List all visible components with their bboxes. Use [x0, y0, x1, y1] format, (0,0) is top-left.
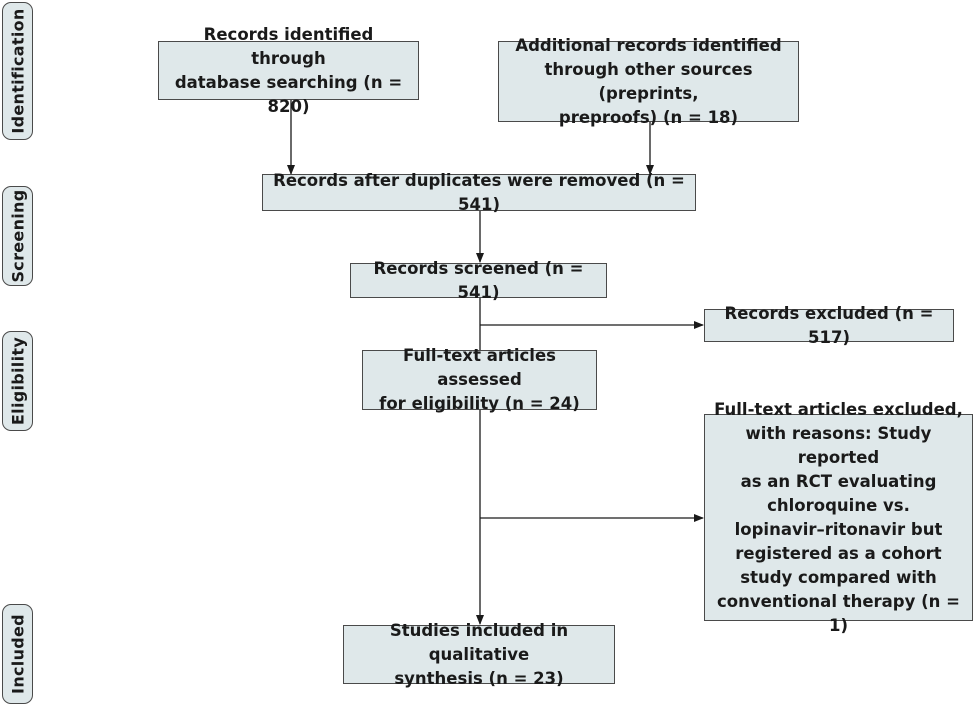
box-studies-included: Studies included in qualitative synthesi… — [343, 621, 615, 688]
stage-screening: Screening — [2, 186, 33, 286]
box-records-excluded: Records excluded (n = 517) — [704, 304, 954, 347]
stage-label-identification: Identification — [8, 8, 27, 134]
box-fulltext-excluded: Full-text articles excluded, with reason… — [704, 400, 973, 635]
stage-label-screening: Screening — [8, 189, 27, 283]
stage-eligibility: Eligibility — [2, 331, 33, 431]
stage-label-eligibility: Eligibility — [8, 336, 27, 426]
box-database-records: Records identified through database sear… — [158, 25, 419, 116]
box-fulltext-assessed: Full-text articles assessed for eligibil… — [362, 346, 597, 413]
stage-identification: Identification — [2, 2, 33, 140]
box-after-duplicates: Records after duplicates were removed (n… — [262, 171, 696, 214]
stage-label-included: Included — [8, 614, 27, 694]
stage-included: Included — [2, 604, 33, 704]
box-records-screened: Records screened (n = 541) — [350, 259, 607, 302]
box-other-records: Additional records identified through ot… — [498, 36, 799, 127]
